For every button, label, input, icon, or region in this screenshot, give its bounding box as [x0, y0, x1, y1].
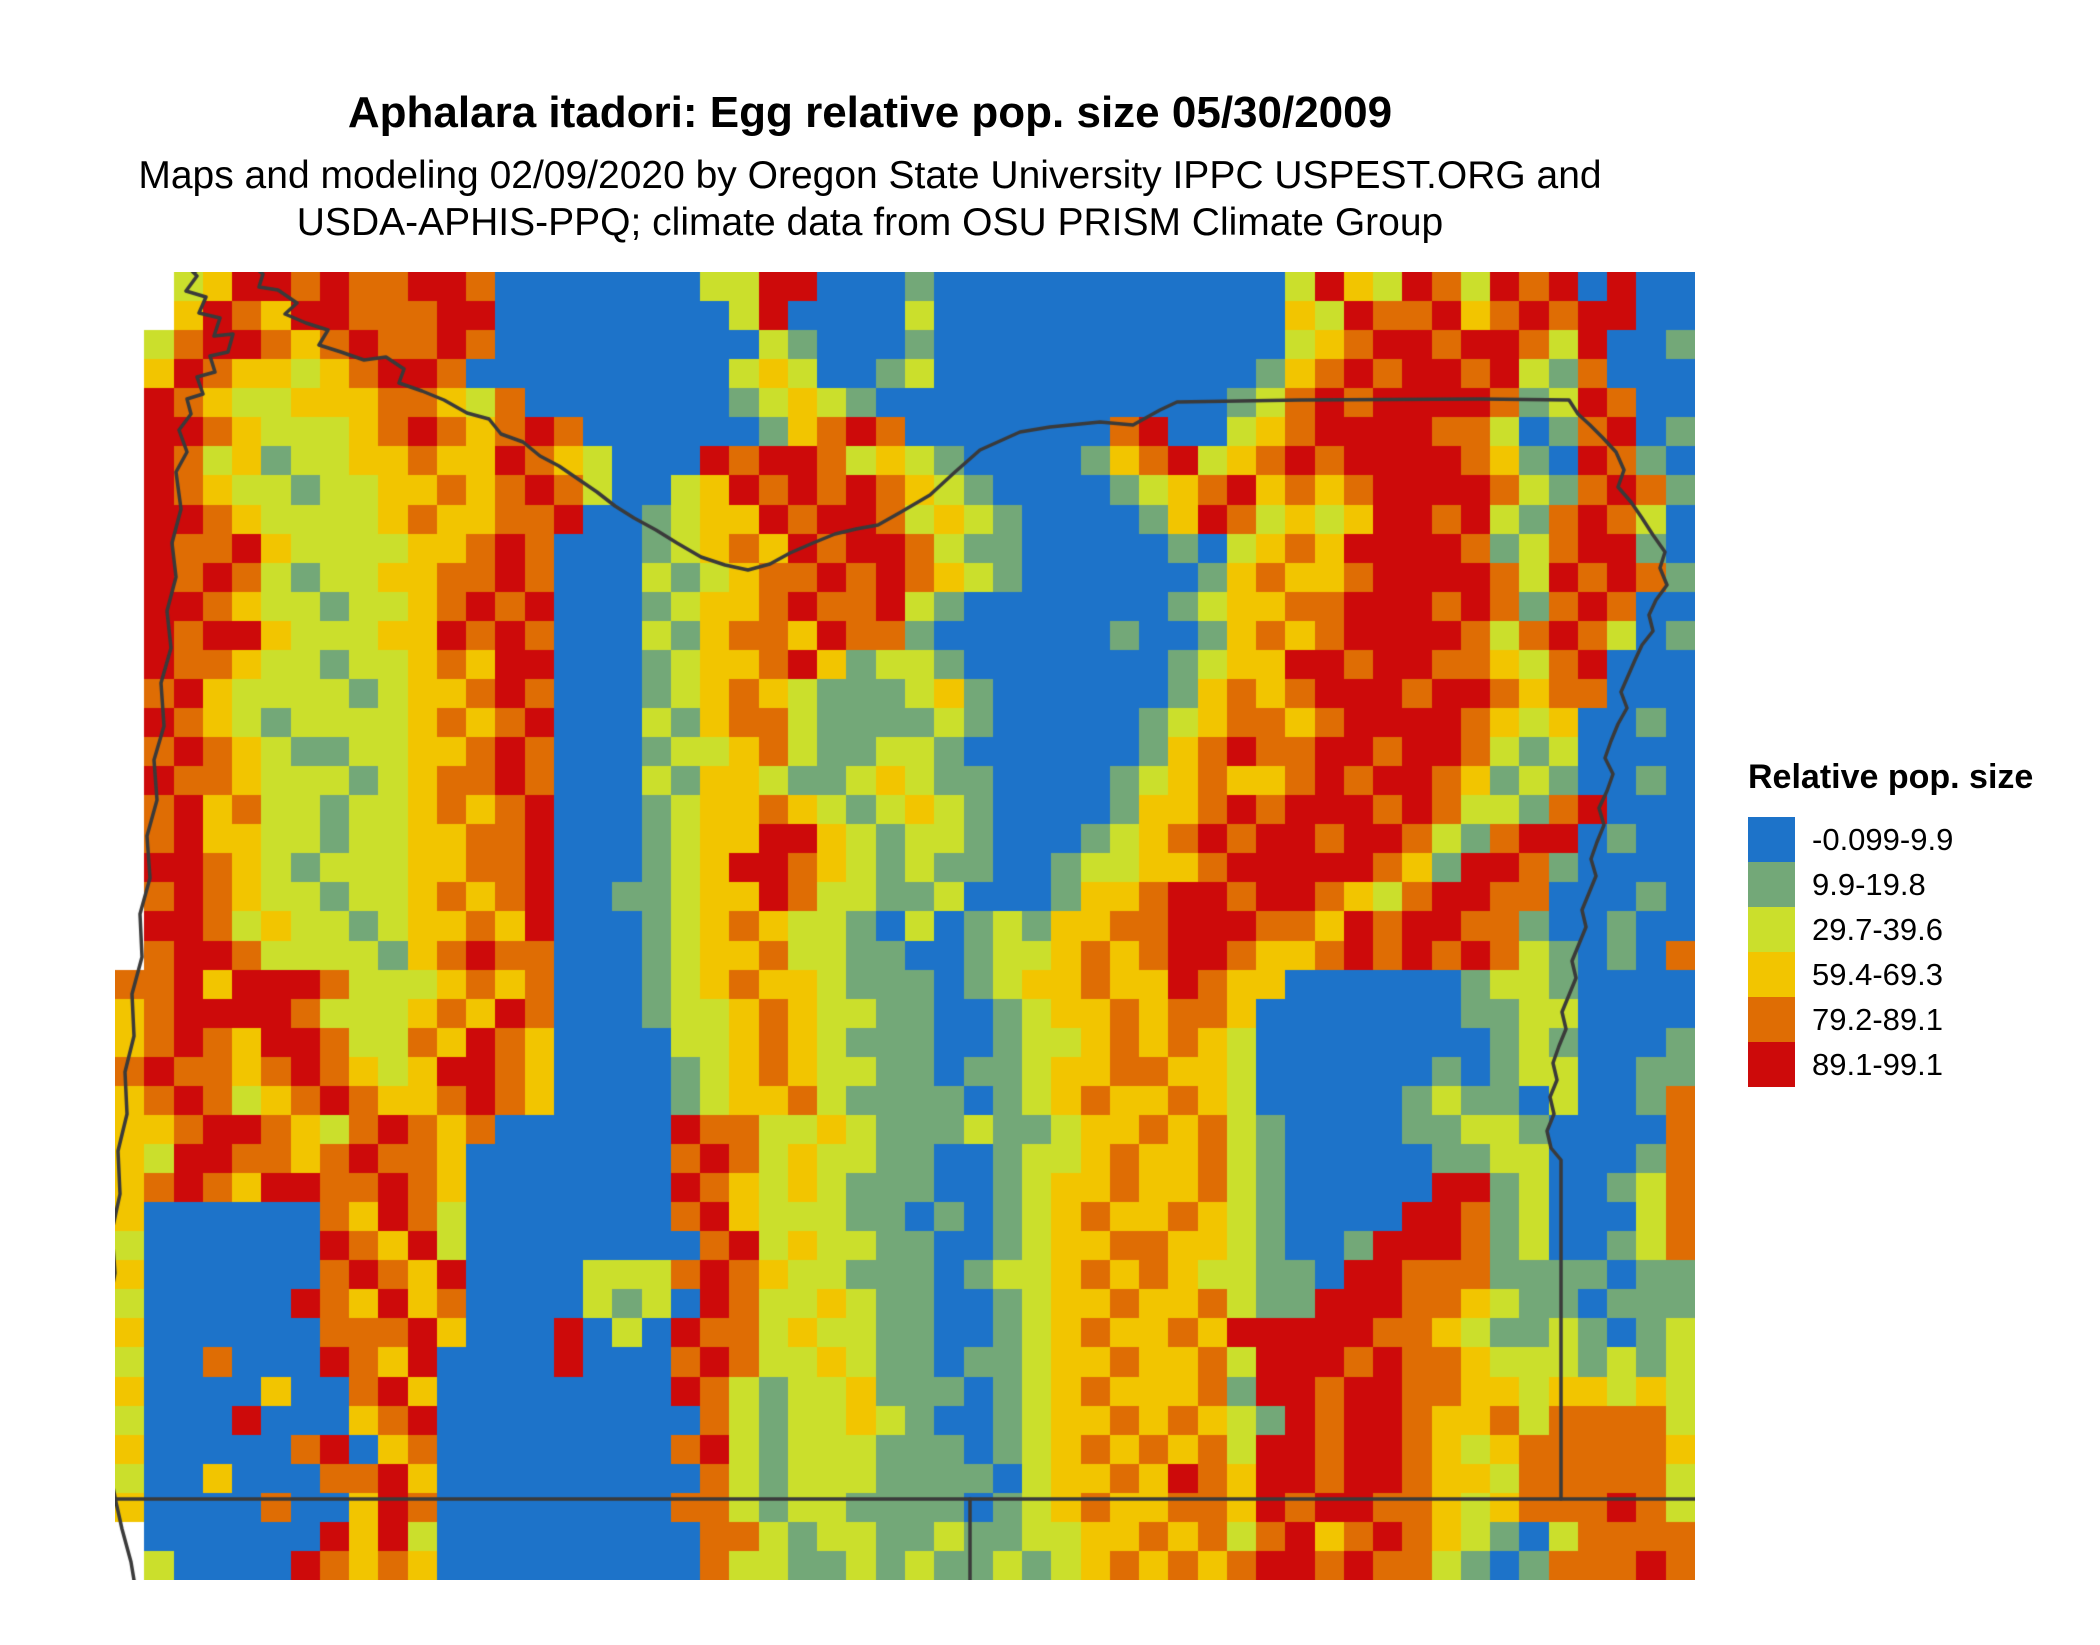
oregon-raster-map [115, 272, 1695, 1580]
legend-label: 29.7-39.6 [1812, 911, 1943, 947]
figure-title: Aphalara itadori: Egg relative pop. size… [347, 88, 1393, 137]
legend-swatch [1748, 862, 1795, 907]
legend-item: 29.7-39.6 [1748, 907, 2088, 952]
legend-rows: -0.099-9.9 9.9-19.8 29.7-39.6 59.4-69.3 … [1748, 817, 2088, 1087]
legend-item: 79.2-89.1 [1748, 997, 2088, 1042]
legend-swatch [1748, 952, 1795, 997]
legend-item: -0.099-9.9 [1748, 817, 2088, 862]
figure-subtitle-line1: Maps and modeling 02/09/2020 by Oregon S… [138, 154, 1602, 197]
legend-title: Relative pop. size [1748, 758, 2034, 796]
legend-label: 79.2-89.1 [1812, 1001, 1943, 1037]
legend-label: -0.099-9.9 [1812, 821, 1954, 857]
legend: Relative pop. size -0.099-9.9 9.9-19.8 2… [1748, 758, 2088, 1087]
legend-item: 59.4-69.3 [1748, 952, 2088, 997]
legend-item: 89.1-99.1 [1748, 1042, 2088, 1087]
figure-subtitle-line2: USDA-APHIS-PPQ; climate data from OSU PR… [296, 201, 1444, 244]
legend-swatch [1748, 997, 1795, 1042]
legend-label: 9.9-19.8 [1812, 866, 1926, 902]
legend-label: 59.4-69.3 [1812, 956, 1943, 992]
legend-label: 89.1-99.1 [1812, 1046, 1943, 1082]
legend-item: 9.9-19.8 [1748, 862, 2088, 907]
legend-swatch [1748, 817, 1795, 862]
legend-swatch [1748, 907, 1795, 952]
legend-swatch [1748, 1042, 1795, 1087]
